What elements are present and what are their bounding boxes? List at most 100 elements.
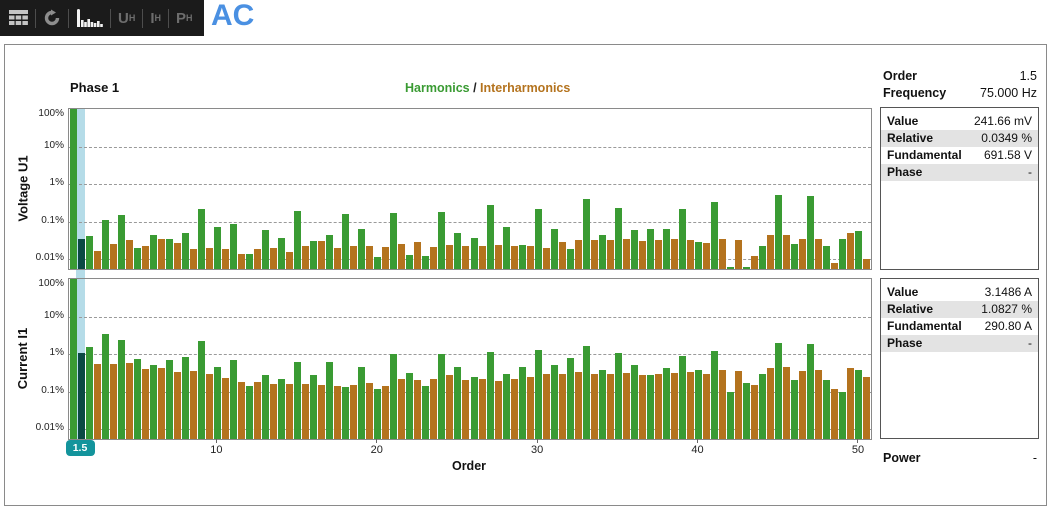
- bar-order-15.5[interactable]: [302, 383, 310, 439]
- bar-order-11.5[interactable]: [237, 381, 245, 439]
- bar-order-19.5[interactable]: [366, 246, 374, 269]
- bar-order-50.5[interactable]: [863, 376, 871, 439]
- bar-order-38[interactable]: [662, 368, 670, 439]
- bar-order-1[interactable]: [69, 109, 77, 269]
- bar-order-38.5[interactable]: [671, 238, 678, 269]
- bar-order-14[interactable]: [278, 379, 286, 439]
- bar-order-47.5[interactable]: [815, 370, 823, 439]
- bar-order-2.5[interactable]: [93, 363, 101, 439]
- bar-order-48[interactable]: [823, 380, 831, 439]
- bar-order-21.5[interactable]: [398, 244, 406, 269]
- bar-order-47.5[interactable]: [815, 238, 823, 269]
- bar-order-37.5[interactable]: [654, 373, 662, 439]
- bar-order-8[interactable]: [181, 356, 189, 439]
- bar-order-27.5[interactable]: [494, 245, 502, 269]
- bar-order-12[interactable]: [245, 253, 253, 269]
- bar-order-6[interactable]: [149, 365, 157, 439]
- bar-order-40[interactable]: [695, 370, 703, 439]
- bar-order-9[interactable]: [197, 208, 205, 269]
- bar-order-22[interactable]: [406, 254, 414, 269]
- bar-order-22.5[interactable]: [414, 242, 422, 269]
- bar-order-13.5[interactable]: [270, 247, 277, 269]
- bar-order-5.5[interactable]: [141, 246, 149, 269]
- bar-order-28[interactable]: [502, 227, 510, 269]
- bar-order-9.5[interactable]: [205, 247, 213, 269]
- bar-order-29[interactable]: [518, 367, 526, 439]
- bar-order-2[interactable]: [85, 346, 93, 439]
- bar-order-10[interactable]: [213, 367, 221, 439]
- bar-order-28.5[interactable]: [510, 246, 518, 269]
- bar-order-39.5[interactable]: [687, 239, 695, 269]
- bar-order-13[interactable]: [261, 375, 269, 439]
- bar-order-50.5[interactable]: [863, 259, 871, 269]
- bar-order-18.5[interactable]: [350, 246, 358, 269]
- bar-order-5.5[interactable]: [141, 368, 149, 439]
- bar-order-45.5[interactable]: [783, 367, 791, 439]
- bar-order-50[interactable]: [855, 369, 863, 439]
- bar-order-29[interactable]: [518, 245, 526, 269]
- bar-order-18.5[interactable]: [350, 384, 358, 439]
- bar-order-13[interactable]: [261, 230, 269, 269]
- bar-order-31[interactable]: [550, 365, 558, 439]
- bar-order-44[interactable]: [759, 246, 767, 269]
- bar-order-30[interactable]: [534, 208, 542, 269]
- bar-order-17[interactable]: [326, 362, 334, 439]
- bar-order-12.5[interactable]: [253, 248, 261, 269]
- bar-order-6[interactable]: [149, 234, 157, 269]
- bar-order-9.5[interactable]: [205, 373, 213, 439]
- current-chart[interactable]: [68, 278, 872, 440]
- bar-order-3.5[interactable]: [109, 363, 117, 439]
- bar-order-21[interactable]: [390, 212, 398, 269]
- bar-order-33.5[interactable]: [590, 240, 598, 269]
- bar-order-20[interactable]: [374, 388, 382, 439]
- bar-order-41[interactable]: [711, 202, 719, 269]
- bar-order-10.5[interactable]: [221, 377, 229, 439]
- bar-order-8[interactable]: [181, 232, 189, 269]
- bar-order-4.5[interactable]: [125, 362, 133, 439]
- bar-order-38[interactable]: [662, 228, 670, 269]
- bar-order-26[interactable]: [470, 376, 478, 439]
- bar-order-42[interactable]: [727, 391, 735, 439]
- bar-order-8.5[interactable]: [189, 371, 197, 439]
- bar-order-24.5[interactable]: [446, 375, 454, 439]
- bar-order-27[interactable]: [486, 205, 494, 269]
- bar-order-44.5[interactable]: [767, 368, 775, 439]
- bar-order-20.5[interactable]: [382, 386, 390, 439]
- bar-order-23.5[interactable]: [430, 378, 438, 439]
- bar-order-1[interactable]: [69, 279, 77, 439]
- bar-order-5[interactable]: [133, 358, 141, 439]
- bar-order-8.5[interactable]: [189, 249, 197, 269]
- bar-order-17[interactable]: [326, 235, 334, 269]
- bar-order-35[interactable]: [614, 353, 622, 439]
- bar-order-36.5[interactable]: [638, 374, 646, 439]
- selected-bar-order-1.5[interactable]: [77, 352, 85, 439]
- bar-order-3.5[interactable]: [109, 244, 117, 269]
- bar-order-11[interactable]: [229, 359, 237, 439]
- bar-order-34.5[interactable]: [606, 373, 614, 439]
- bar-order-4.5[interactable]: [125, 240, 133, 269]
- bar-order-6.5[interactable]: [157, 238, 165, 269]
- bar-order-19[interactable]: [358, 228, 366, 269]
- bar-order-26.5[interactable]: [478, 379, 486, 439]
- grid-icon[interactable]: [9, 10, 28, 26]
- bar-order-34.5[interactable]: [606, 240, 614, 269]
- bar-order-48[interactable]: [823, 246, 831, 269]
- bar-order-49.5[interactable]: [847, 368, 855, 439]
- bar-order-38.5[interactable]: [671, 372, 678, 439]
- bar-order-27[interactable]: [486, 352, 494, 439]
- bar-order-45[interactable]: [775, 342, 783, 439]
- bar-order-27.5[interactable]: [494, 381, 502, 439]
- bar-order-43[interactable]: [743, 267, 751, 269]
- bar-order-49[interactable]: [839, 391, 847, 439]
- bar-order-41[interactable]: [711, 351, 719, 439]
- bar-order-7.5[interactable]: [173, 242, 181, 269]
- bar-order-33.5[interactable]: [590, 373, 598, 439]
- bar-order-14.5[interactable]: [286, 252, 294, 269]
- bar-order-17.5[interactable]: [334, 247, 342, 269]
- bar-order-32[interactable]: [566, 357, 574, 439]
- bar-order-31.5[interactable]: [558, 373, 566, 439]
- bar-order-16[interactable]: [310, 374, 318, 439]
- bar-order-46[interactable]: [791, 380, 799, 439]
- bar-order-45.5[interactable]: [783, 234, 791, 269]
